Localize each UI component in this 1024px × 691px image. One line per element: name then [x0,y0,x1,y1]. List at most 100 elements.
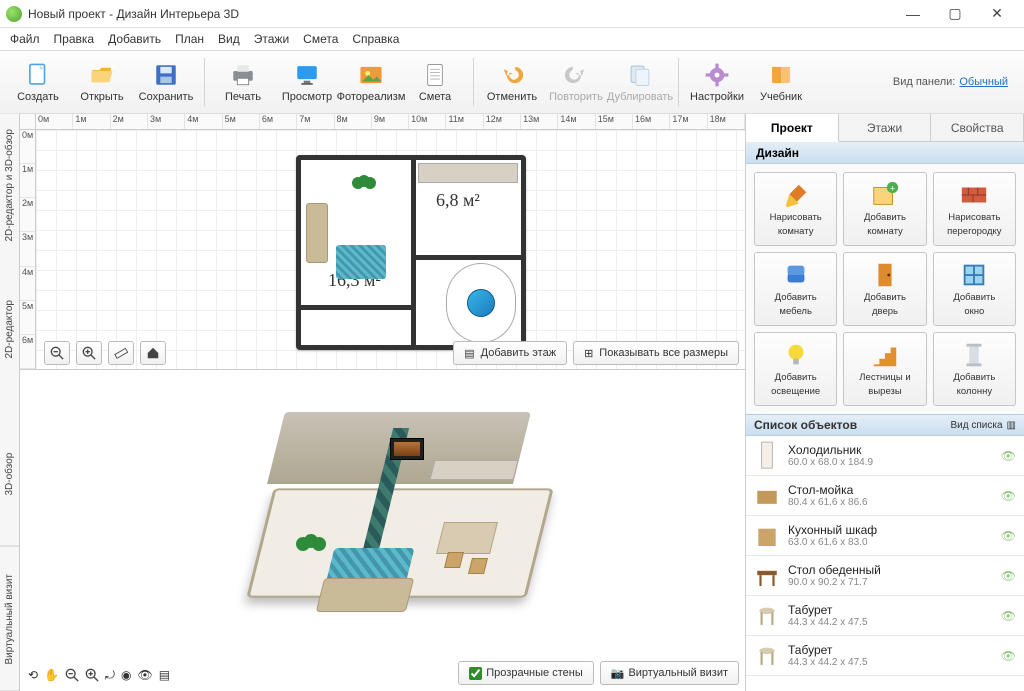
add-light-button[interactable]: Добавитьосвещение [754,332,837,406]
menu-estimate[interactable]: Смета [303,32,338,46]
measure-button[interactable] [108,341,134,365]
add-column-button[interactable]: Добавитьколонну [933,332,1016,406]
undo-icon [496,61,528,89]
virtual-visit-button[interactable]: 📷Виртуальный визит [600,661,739,685]
add-door-button[interactable]: Добавитьдверь [843,252,926,326]
list-item[interactable]: Табурет44.3 x 44.2 x 47.5👁 [746,636,1024,676]
canvas-2d[interactable]: 16,3 м² 6,8 м² ▤Добавить этаж ⊞Показыват… [36,130,745,369]
menu-add[interactable]: Добавить [108,32,161,46]
estimate-button[interactable]: Смета [403,61,467,103]
eye-button[interactable]: 👁 [138,668,153,685]
list-item[interactable]: Стол обеденный90.0 x 90.2 x 71.7👁 [746,556,1024,596]
reset-view-button[interactable]: ⤾ [105,668,115,685]
list-item[interactable]: Кухонный шкаф63.0 x 61.6 x 83.0👁 [746,516,1024,556]
cabinet-icon [754,522,780,550]
objects-title: Список объектов [754,418,857,432]
view3d-right: Прозрачные стены 📷Виртуальный визит [458,661,739,685]
orbit-button[interactable]: ◉ [121,668,131,685]
list-item[interactable]: Табурет44.3 x 44.2 x 47.5👁 [746,596,1024,636]
estimate-label: Смета [419,91,451,103]
menu-help[interactable]: Справка [352,32,399,46]
folder-open-icon [86,61,118,89]
menu-plan[interactable]: План [175,32,204,46]
settings-button[interactable]: Настройки [685,61,749,103]
photo-icon [355,61,387,89]
list-view-toggle[interactable]: Вид списка ▥ [951,420,1016,431]
printer-icon [227,61,259,89]
print-button[interactable]: Печать [211,61,275,103]
create-label: Создать [17,91,59,103]
visibility-icon[interactable]: 👁 [1001,609,1016,623]
tutorial-button[interactable]: Учебник [749,61,813,103]
photoreal-button[interactable]: Фотореализм [339,61,403,103]
tab-floors[interactable]: Этажи [839,114,932,141]
add-window-button[interactable]: Добавитьокно [933,252,1016,326]
maximize-button[interactable]: ▢ [934,0,976,28]
fridge-icon [754,442,780,470]
redo-button[interactable]: Повторить [544,61,608,103]
pan-button[interactable]: ✋ [44,668,59,685]
create-button[interactable]: Создать [6,61,70,103]
vtab-2d[interactable]: 2D-редактор [0,258,19,403]
close-button[interactable]: ✕ [976,0,1018,28]
vtab-2d-3d[interactable]: 2D-редактор и 3D-обзор [0,114,19,258]
panel-switch-link[interactable]: Обычный [959,76,1008,88]
open-button[interactable]: Открыть [70,61,134,103]
preview-button[interactable]: Просмотр [275,61,339,103]
room-add-icon: + [870,181,900,209]
objects-list[interactable]: Холодильник60.0 x 68.0 x 184.9👁 Стол-мой… [746,436,1024,691]
minimize-button[interactable]: — [892,0,934,28]
visibility-icon[interactable]: 👁 [1001,569,1016,583]
visibility-icon[interactable]: 👁 [1001,649,1016,663]
door-icon [870,261,900,289]
zoom-out-3d-button[interactable] [65,668,79,685]
visibility-icon[interactable]: 👁 [1001,529,1016,543]
zoom-in-button[interactable] [76,341,102,365]
svg-text:+: + [890,183,895,193]
menu-edit[interactable]: Правка [54,32,95,46]
bulb-icon [781,341,811,369]
save-button[interactable]: Сохранить [134,61,198,103]
home-button[interactable] [140,341,166,365]
menu-floors[interactable]: Этажи [254,32,289,46]
monitor-icon [291,61,323,89]
draw-wall-button[interactable]: Нарисоватьперегородку [933,172,1016,246]
tab-properties[interactable]: Свойства [931,114,1024,141]
window-title: Новый проект - Дизайн Интерьера 3D [28,7,892,21]
floorplan[interactable]: 16,3 м² 6,8 м² [296,155,526,350]
visibility-icon[interactable]: 👁 [1001,489,1016,503]
isometric-render[interactable] [260,388,540,648]
app-icon [6,6,22,22]
add-furniture-button[interactable]: Добавитьмебель [754,252,837,326]
duplicate-button[interactable]: Дублировать [608,61,672,103]
vtab-virtual[interactable]: Виртуальный визит [0,547,19,691]
floors-button[interactable]: ▤ [159,668,170,685]
view-3d[interactable]: ⟲ ✋ ⤾ ◉ 👁 ▤ Прозрачные стены 📷Виртуальны… [20,370,745,691]
rotate-button[interactable]: ⟲ [28,668,38,685]
design-grid: Нарисоватькомнату +Добавитькомнату Нарис… [746,164,1024,414]
save-label: Сохранить [139,91,194,103]
dimensions-icon: ⊞ [584,347,593,360]
list-item[interactable]: Холодильник60.0 x 68.0 x 184.9👁 [746,436,1024,476]
draw-room-button[interactable]: Нарисоватькомнату [754,172,837,246]
list-item[interactable]: Стол-мойка80.4 x 61.6 x 86.6👁 [746,476,1024,516]
zoom-in-3d-button[interactable] [85,668,99,685]
pencil-icon [781,181,811,209]
redo-label: Повторить [549,91,603,103]
menu-view[interactable]: Вид [218,32,240,46]
plan-2d-view[interactable]: 0м1м2м3м4м5м6м 16,3 м² 6,8 м² [20,130,745,370]
add-room-button[interactable]: +Добавитькомнату [843,172,926,246]
stairs-button[interactable]: Лестницы ивырезы [843,332,926,406]
menu-file[interactable]: Файл [10,32,40,46]
zoom-out-button[interactable] [44,341,70,365]
add-floor-button[interactable]: ▤Добавить этаж [453,341,567,365]
vtab-3d[interactable]: 3D-обзор [0,402,19,547]
tab-project[interactable]: Проект [746,114,839,142]
stairs-icon [870,341,900,369]
undo-button[interactable]: Отменить [480,61,544,103]
show-dimensions-button[interactable]: ⊞Показывать все размеры [573,341,739,365]
visibility-icon[interactable]: 👁 [1001,449,1016,463]
transparent-walls-checkbox[interactable]: Прозрачные стены [458,661,593,685]
stool-icon [754,642,780,670]
objects-header: Список объектов Вид списка ▥ [746,414,1024,436]
